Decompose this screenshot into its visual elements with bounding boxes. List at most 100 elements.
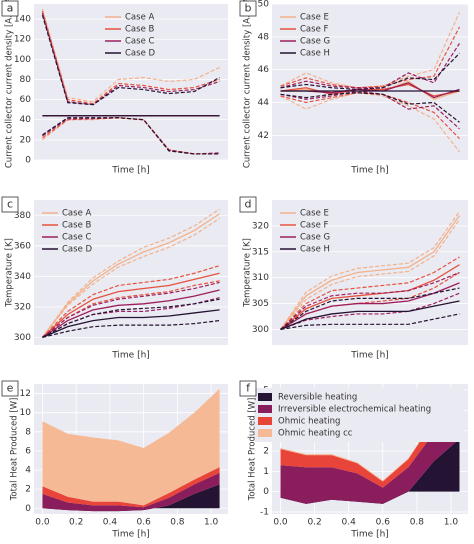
area: [280, 438, 460, 504]
line: [280, 264, 460, 330]
x-tick-label: 0.6: [376, 518, 391, 528]
line: [41, 272, 220, 338]
dashed-line: [280, 43, 460, 89]
legend: Case E Case F Case G Case H: [280, 13, 330, 59]
legend-label: Case D: [125, 49, 156, 59]
y-tick-label: 315: [252, 247, 269, 257]
panel-label: a: [7, 2, 14, 15]
legend-label: Case F: [300, 25, 329, 35]
x-tick-label: 1.0: [444, 518, 459, 528]
dashed-line: [280, 256, 460, 330]
line: [280, 300, 460, 331]
x-tick-label: 0.4: [342, 518, 357, 528]
legend-label: Case G: [300, 37, 330, 47]
y-tick-label: 12: [20, 389, 31, 399]
legend: Reversible heating Irreversible electroch…: [254, 388, 464, 442]
y-tick-label: 48: [258, 32, 270, 42]
legend: Case E Case F Case G Case H: [280, 209, 330, 255]
y-axis-title: Current collector current density [A.m⁻²…: [243, 0, 253, 168]
x-tick-label: 0.2: [69, 518, 83, 528]
dashed-line: [280, 271, 460, 330]
area: [42, 484, 220, 512]
legend-label: Case B: [125, 25, 155, 35]
y-tick-label: 4: [25, 466, 31, 476]
area: [280, 394, 460, 488]
y-tick-label: 1: [263, 467, 269, 477]
dashed-line: [41, 217, 220, 338]
panel-label-box: [1, 196, 19, 213]
dashed-line: [280, 90, 460, 130]
dashed-line: [41, 8, 220, 103]
panel-label: c: [7, 198, 13, 211]
dashed-line: [280, 292, 460, 331]
legend-label: Ohmic heating: [278, 417, 340, 427]
y-tick-label: 380: [14, 211, 31, 221]
dashed-line: [280, 52, 460, 90]
legend-swatch: [258, 417, 272, 425]
legend-label: Case E: [300, 209, 329, 219]
y-tick-label: 305: [252, 299, 269, 309]
legend-label: Reversible heating: [278, 393, 357, 403]
y-tick-label: 8: [25, 427, 31, 437]
dashed-line: [280, 92, 460, 140]
y-tick-label: 40: [20, 115, 32, 125]
dashed-line: [280, 287, 460, 330]
y-tick-label: 120: [14, 35, 31, 45]
legend-label: Case H: [300, 49, 330, 59]
x-tick-label: 0.2: [307, 518, 321, 528]
legend-label: Case G: [300, 233, 330, 243]
x-axis-title: Time [h]: [350, 530, 389, 540]
plot-background: [34, 4, 228, 160]
panel-label-box: [239, 0, 257, 17]
legend-label: Case C: [62, 233, 92, 243]
legend-swatch: [258, 393, 272, 401]
x-tick-label: 0.0: [273, 518, 288, 528]
dashed-line: [280, 92, 460, 123]
panel-label-box: [239, 380, 257, 397]
panel-label: b: [245, 2, 252, 15]
dashed-line: [280, 11, 461, 89]
legend-swatch: [258, 405, 272, 413]
area: [280, 408, 460, 504]
line: [280, 215, 461, 330]
dashed-line: [41, 10, 220, 105]
legend-label: Case B: [62, 221, 92, 231]
y-tick-label: -1: [260, 507, 269, 517]
area: [42, 388, 220, 506]
y-tick-label: 80: [20, 75, 32, 85]
dashed-line: [280, 92, 460, 153]
y-tick-label: 320: [252, 221, 269, 231]
panel-label: e: [7, 382, 14, 395]
y-tick-label: 0: [25, 156, 31, 166]
dashed-line: [41, 208, 220, 338]
dashed-line: [280, 211, 460, 330]
area: [42, 467, 220, 508]
y-tick-label: 320: [14, 302, 31, 312]
dashed-line: [41, 12, 220, 106]
legend: Case A Case B Case C Case D: [105, 13, 156, 59]
y-tick-label: 6: [25, 446, 31, 456]
y-axis-title: Temperature [K]: [243, 238, 253, 308]
y-tick-label: 10: [20, 408, 32, 418]
legend-label: Case E: [300, 13, 329, 23]
x-axis-title: Time [h]: [111, 166, 150, 176]
legend-label: Case A: [125, 13, 155, 23]
dashed-line: [42, 319, 220, 338]
x-tick-label: 0.6: [136, 518, 151, 528]
x-tick-label: 0.0: [35, 518, 50, 528]
x-tick-label: 0.4: [103, 518, 118, 528]
y-tick-label: 50: [258, 0, 270, 10]
legend: Case A Case B Case C Case D: [42, 209, 93, 255]
area: [42, 472, 220, 512]
x-tick-label: 0.8: [410, 518, 425, 528]
panel-label-box: [1, 0, 19, 17]
y-axis-title: Temperature [K]: [5, 238, 15, 308]
panel-label: f: [246, 382, 251, 395]
y-tick-label: 360: [14, 241, 31, 251]
legend-label: Case H: [300, 245, 330, 255]
y-axis-title: Current collector current density [A.m⁻²…: [5, 0, 15, 168]
line: [42, 309, 220, 338]
x-axis-title: Time [h]: [350, 166, 389, 176]
legend-box: [254, 388, 464, 442]
